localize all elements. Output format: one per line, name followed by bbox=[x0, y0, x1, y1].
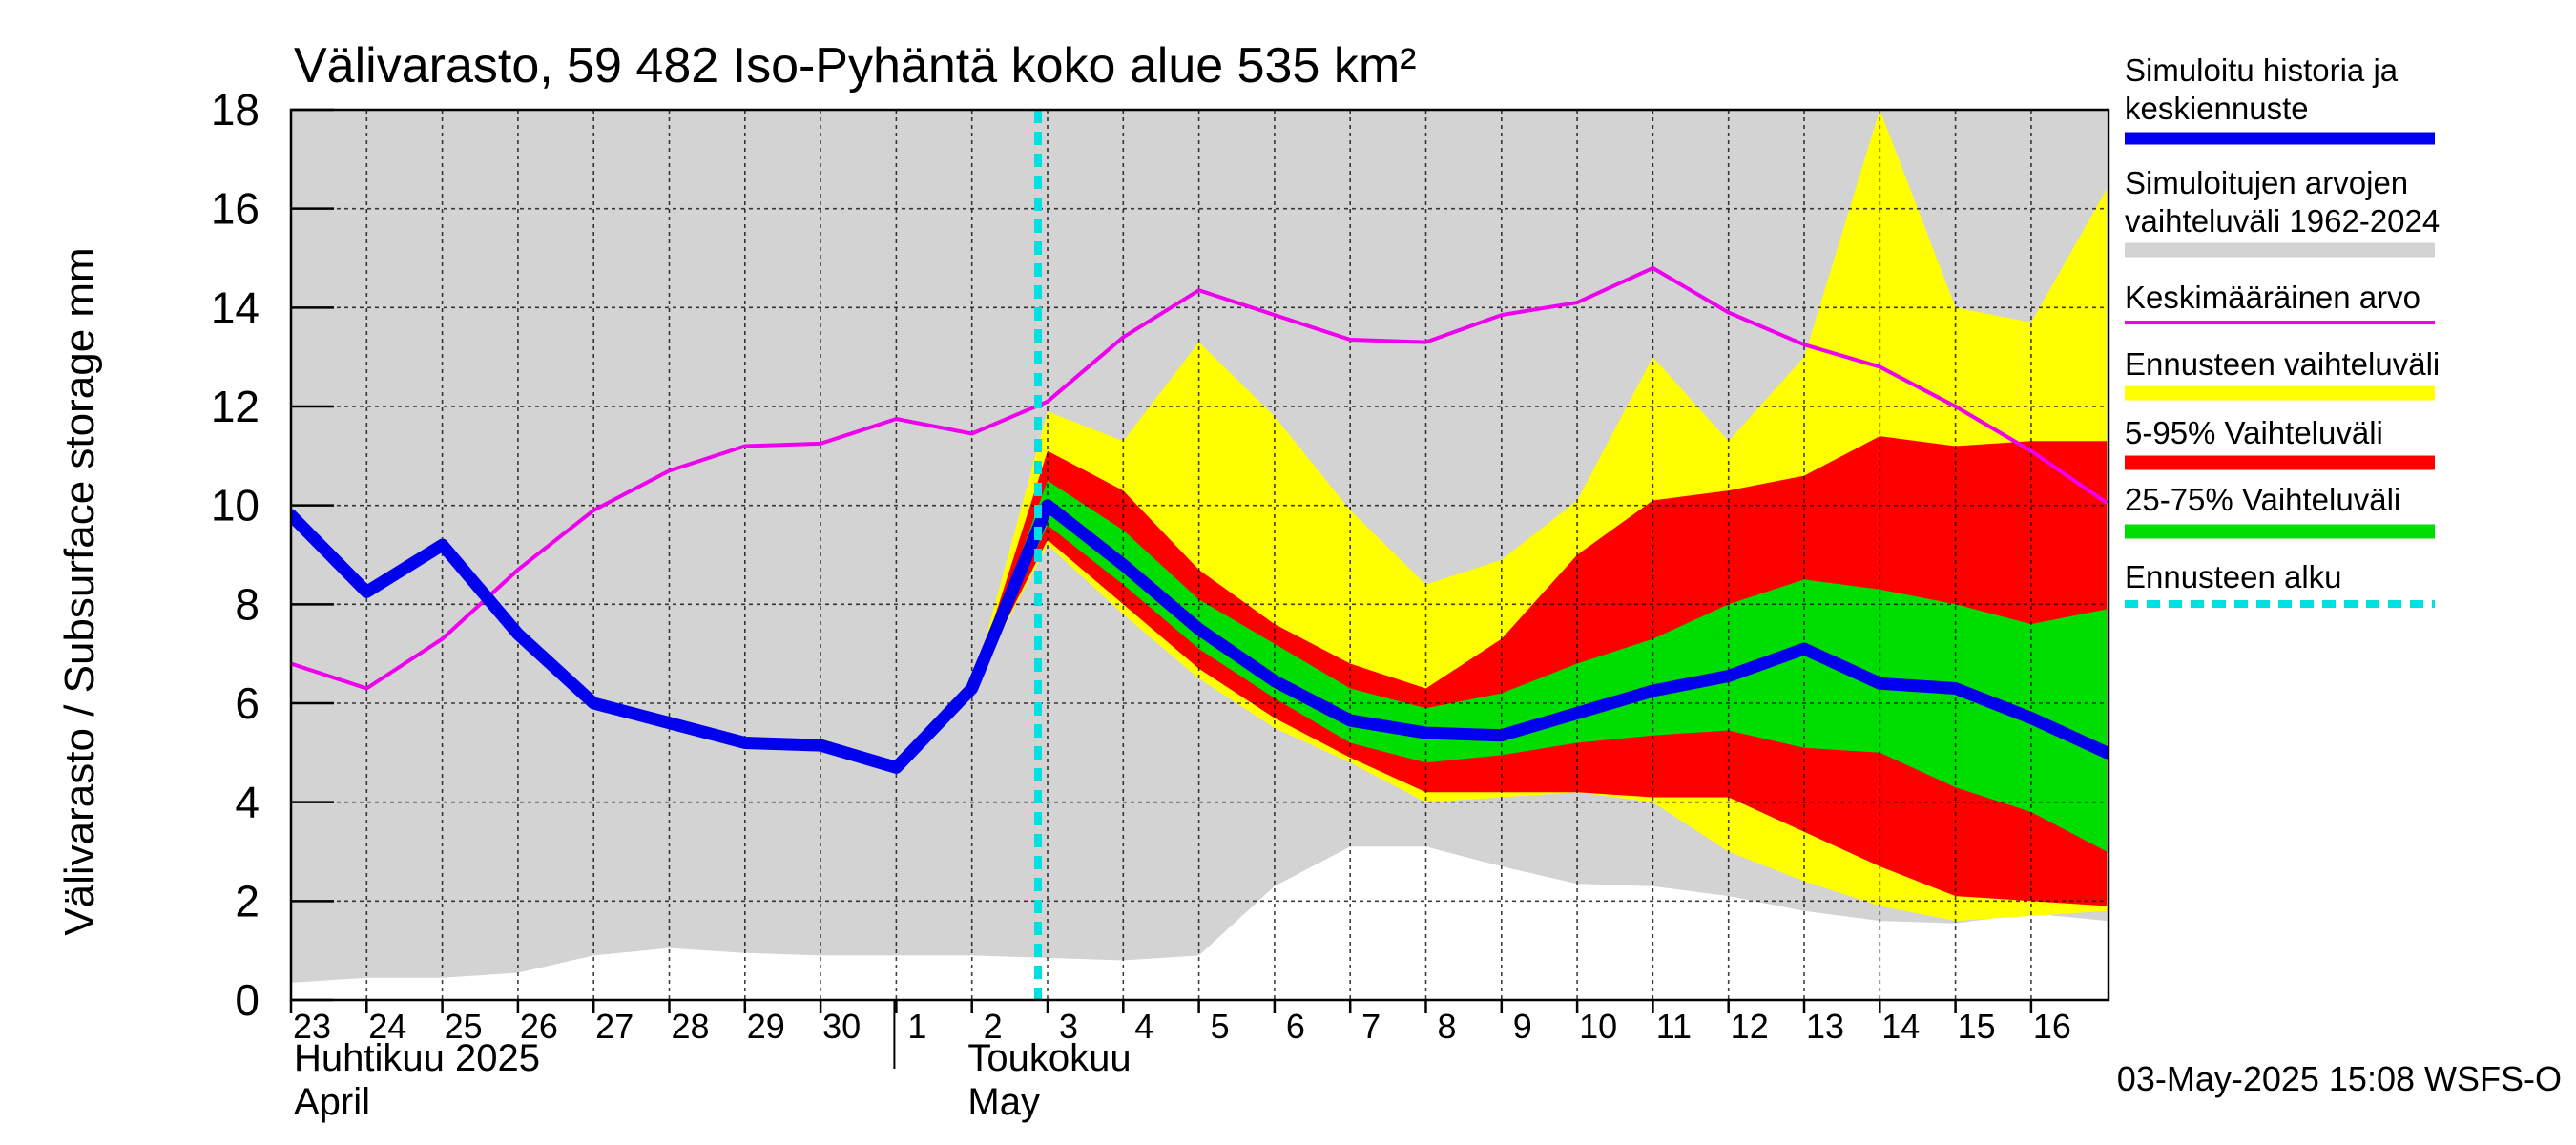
month-label-fi: Huhtikuu 2025 bbox=[294, 1037, 540, 1079]
legend-label: Ennusteen alku bbox=[2125, 559, 2342, 594]
legend-label: Keskimääräinen arvo bbox=[2125, 280, 2420, 315]
series-median-line bbox=[291, 499, 2109, 774]
plot-content bbox=[291, 110, 2109, 1000]
x-tick-label: 4 bbox=[1134, 1007, 1153, 1046]
x-tick-label: 1 bbox=[907, 1007, 926, 1046]
x-tick-label: 23 bbox=[293, 1007, 331, 1046]
y-tick-label: 8 bbox=[235, 579, 260, 629]
chart-title: Välivarasto, 59 482 Iso-Pyhäntä koko alu… bbox=[294, 38, 1416, 94]
legend-label: 5-95% Vaihteluväli bbox=[2125, 415, 2383, 450]
series-mean-line bbox=[291, 265, 2109, 691]
x-tick-label: 2 bbox=[984, 1007, 1003, 1046]
y-tick-label: 6 bbox=[235, 678, 260, 728]
legend-label: Simuloitujen arvojen bbox=[2125, 165, 2408, 200]
timestamp-label: 03-May-2025 15:08 WSFS-O bbox=[2117, 1059, 2562, 1098]
x-tick-label: 10 bbox=[1579, 1007, 1617, 1046]
x-tick-label: 7 bbox=[1361, 1007, 1381, 1046]
x-tick-label: 27 bbox=[595, 1007, 634, 1046]
band-p5-95 bbox=[971, 436, 2108, 906]
x-tick-label: 13 bbox=[1806, 1007, 1844, 1046]
x-tick-label: 26 bbox=[520, 1007, 558, 1046]
x-tick-label: 9 bbox=[1513, 1007, 1532, 1046]
x-tick-label: 6 bbox=[1286, 1007, 1305, 1046]
x-tick-label: 11 bbox=[1656, 1007, 1692, 1046]
y-tick-label: 2 bbox=[235, 876, 260, 926]
legend-label: keskiennuste bbox=[2125, 91, 2309, 126]
legend-label: 25-75% Vaihteluväli bbox=[2125, 482, 2400, 517]
y-tick-label: 14 bbox=[211, 282, 260, 332]
grid-lines bbox=[291, 110, 2109, 1000]
month-label-en: May bbox=[967, 1081, 1040, 1123]
y-tick-label: 18 bbox=[211, 85, 260, 135]
x-tick-label: 16 bbox=[2033, 1007, 2071, 1046]
x-tick-label: 5 bbox=[1211, 1007, 1230, 1046]
month-label-fi: Toukokuu bbox=[967, 1037, 1131, 1079]
x-tick-label: 8 bbox=[1437, 1007, 1456, 1046]
y-tick-label: 0 bbox=[235, 975, 260, 1025]
y-tick-label: 10 bbox=[211, 481, 260, 531]
x-tick-label: 24 bbox=[368, 1007, 406, 1046]
band-p25-75 bbox=[971, 480, 2108, 852]
legend-label: vaihteluväli 1962-2024 bbox=[2125, 203, 2440, 239]
x-tick-label: 25 bbox=[445, 1007, 483, 1046]
legend-label: Simuloitu historia ja bbox=[2125, 52, 2399, 88]
x-tick-label: 3 bbox=[1059, 1007, 1078, 1046]
y-tick-label: 12 bbox=[211, 382, 260, 431]
x-tick-label: 30 bbox=[822, 1007, 861, 1046]
month-label-en: April bbox=[294, 1081, 370, 1123]
x-tick-label: 28 bbox=[671, 1007, 709, 1046]
y-axis-label: Välivarasto / Subsurface storage mm bbox=[56, 247, 103, 935]
y-tick-label: 4 bbox=[235, 778, 260, 827]
x-tick-label: 15 bbox=[1958, 1007, 1996, 1046]
x-tick-label: 29 bbox=[747, 1007, 785, 1046]
y-tick-label: 16 bbox=[211, 184, 260, 234]
legend-label: Ennusteen vaihteluväli bbox=[2125, 346, 2440, 382]
x-tick-label: 14 bbox=[1881, 1007, 1920, 1046]
x-tick-label: 12 bbox=[1731, 1007, 1769, 1046]
